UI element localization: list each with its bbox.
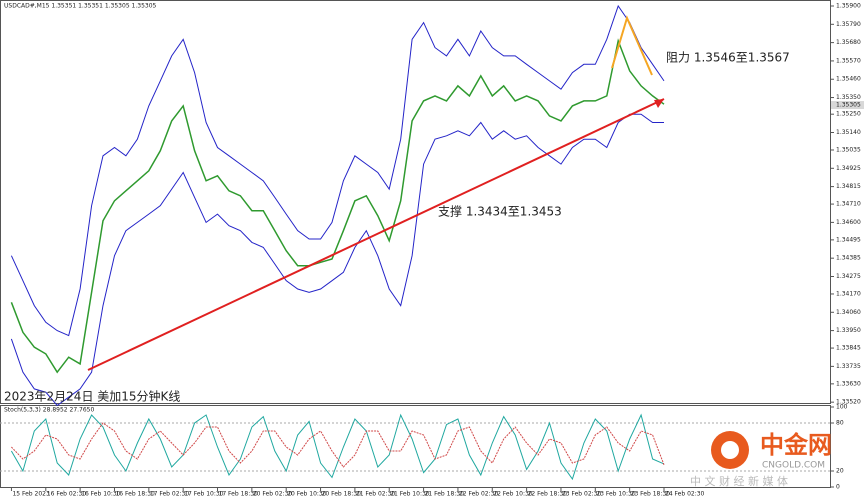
x-tick-label: 15 Feb 2023 [12, 491, 50, 498]
y-tick-label: 1.35570 [836, 57, 861, 64]
series-line [10, 113, 664, 407]
y-tick-label: 1.35035 [836, 146, 861, 153]
y-tick-label: 1.35140 [836, 129, 861, 136]
y-tick-label: 1.34060 [836, 309, 861, 316]
stoch-title: Stoch(5,3,3) 28.8952 27.7650 [4, 407, 95, 414]
x-tick-label: 17 Feb 18:30 [219, 491, 259, 498]
x-tick-label: 16 Feb 18:30 [115, 491, 155, 498]
y-tick-label: 0 [836, 484, 840, 491]
watermark: 中金网 CNGOLD.COM 中 文 财 经 新 媒 体 [690, 431, 832, 488]
y-tick-label: 1.34275 [836, 273, 861, 280]
series-line [10, 38, 665, 374]
x-tick-label: 20 Feb 10:30 [287, 491, 327, 498]
y-tick-label: 1.35460 [836, 76, 861, 83]
y-tick-label: 1.35250 [836, 111, 861, 118]
y-tick-label: 1.33950 [836, 327, 861, 334]
x-tick-label: 23 Feb 10:30 [596, 491, 636, 498]
y-tick-label: 1.34925 [836, 165, 861, 172]
y-tick-label: 1.34385 [836, 255, 861, 262]
y-tick-label: 80 [836, 420, 844, 427]
series-line [10, 4, 665, 337]
y-tick-label: 1.34495 [836, 236, 861, 243]
resistance-marker [611, 15, 653, 76]
arrow-head [654, 99, 664, 108]
symbol-title: USDCAD#,M15 1.35351 1.35351 1.35305 1.35… [4, 3, 157, 10]
stoch-panel [0, 405, 831, 488]
y-tick-label: 1.33735 [836, 363, 861, 370]
brand: 中金网 [760, 431, 832, 459]
chart-caption: 2023年2月24日 美加15分钟K线 [4, 389, 180, 404]
x-tick-label: 20 Feb 02:30 [253, 491, 293, 498]
last-price-box [831, 101, 864, 110]
x-tick-label: 17 Feb 10:30 [184, 491, 224, 498]
y-tick-label: 20 [836, 468, 844, 475]
y-tick-label: 1.35790 [836, 21, 861, 28]
x-tick-label: 21 Feb 02:30 [356, 491, 396, 498]
brand-url: CNGOLD.COM [762, 461, 825, 471]
y-tick-label: 1.34170 [836, 290, 861, 297]
y-tick-label: 1.33845 [836, 345, 861, 352]
x-tick-label: 16 Feb 02:30 [47, 491, 87, 498]
support-trendline [87, 98, 665, 371]
y-tick-label: 1.33520 [836, 399, 861, 406]
x-tick-label: 21 Feb 18:30 [425, 491, 465, 498]
series-line [11, 422, 665, 468]
brand-tagline: 中 文 财 经 新 媒 体 [690, 474, 788, 488]
y-tick-label: 1.35350 [836, 94, 861, 101]
x-tick-label: 22 Feb 02:30 [459, 491, 499, 498]
support-label: 支撑 1.3434至1.3453 [438, 204, 562, 219]
y-tick-label: 1.34710 [836, 201, 861, 208]
x-tick-label: 20 Feb 18:30 [322, 491, 362, 498]
x-tick-label: 17 Feb 02:30 [150, 491, 190, 498]
x-tick-label: 23 Feb 02:30 [562, 491, 602, 498]
y-tick-label: 1.34815 [836, 183, 861, 190]
series-line [10, 413, 665, 481]
resistance-label: 阻力 1.3546至1.3567 [666, 51, 790, 65]
x-tick-label: 22 Feb 18:30 [528, 491, 568, 498]
y-tick-label: 1.34600 [836, 219, 861, 226]
x-tick-label: 22 Feb 10:30 [493, 491, 533, 498]
y-tick-label: 1.33630 [836, 380, 861, 387]
logo-inner [721, 441, 739, 459]
y-tick-label: 100 [836, 404, 848, 411]
x-tick-label: 24 Feb 02:30 [665, 491, 705, 498]
x-tick-label: 16 Feb 10:30 [81, 491, 121, 498]
main-panel [0, 0, 831, 404]
x-tick-label: 21 Feb 10:30 [390, 491, 430, 498]
last-price-label: 1.35305 [836, 102, 861, 109]
y-tick-label: 1.35900 [836, 2, 861, 9]
y-tick-label: 1.35680 [836, 39, 861, 46]
x-tick-label: 23 Feb 18:30 [631, 491, 671, 498]
